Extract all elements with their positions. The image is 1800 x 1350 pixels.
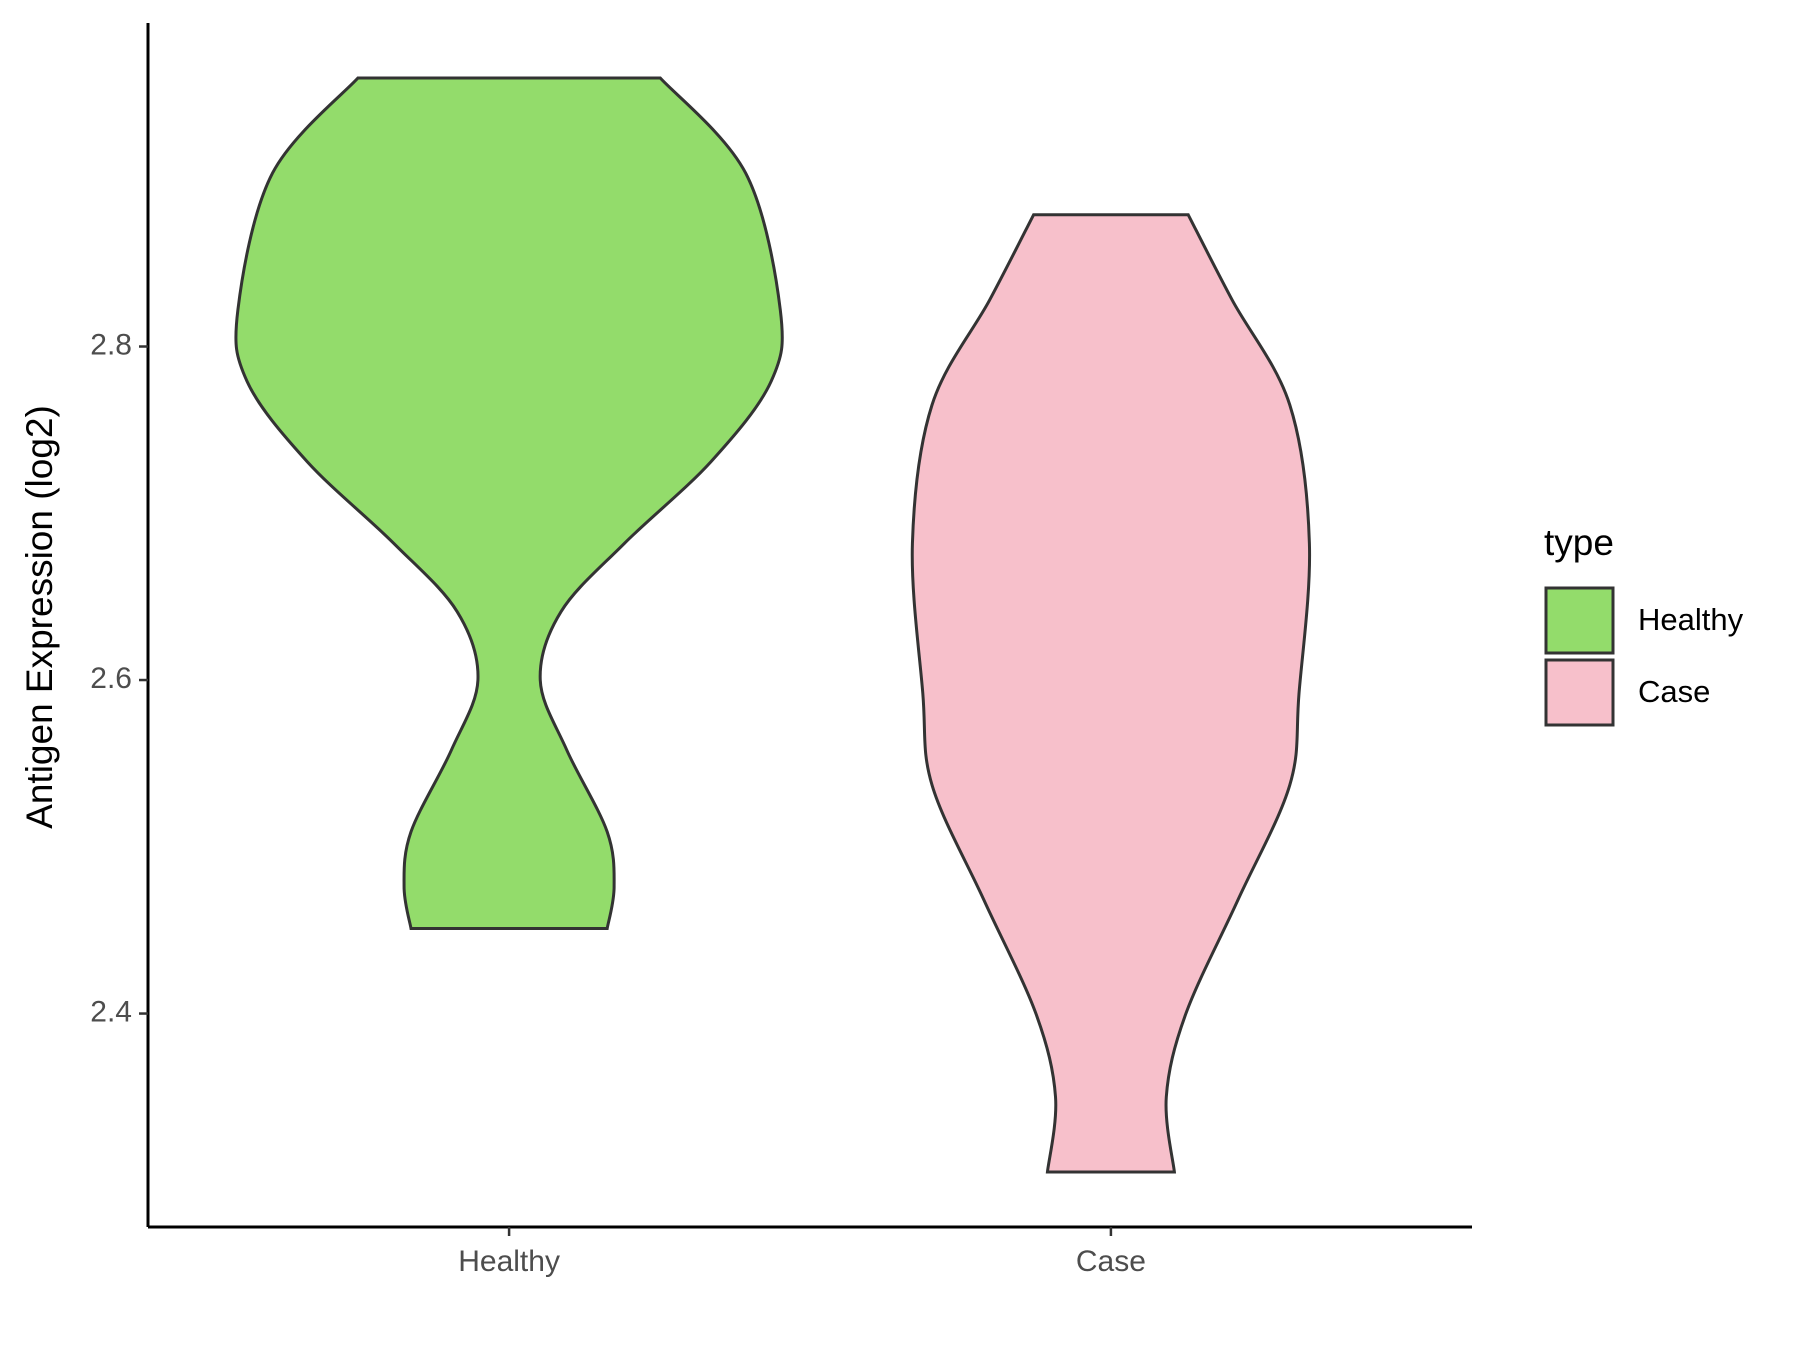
legend-label: Healthy [1638,602,1744,637]
y-axis-title: Antigen Expression (log2) [19,405,60,829]
x-tick-label: Healthy [458,1245,560,1278]
violin [234,76,784,931]
y-tick-label: 2.8 [90,328,132,361]
legend-key [1544,586,1615,655]
violin [910,213,1312,1174]
y-tick-label: 2.6 [90,662,132,695]
x-tick-label: Case [1076,1245,1146,1278]
y-tick-label: 2.4 [90,995,132,1028]
legend-key [1544,658,1615,727]
legend-label: Case [1638,674,1710,709]
legend-title: type [1544,522,1614,563]
